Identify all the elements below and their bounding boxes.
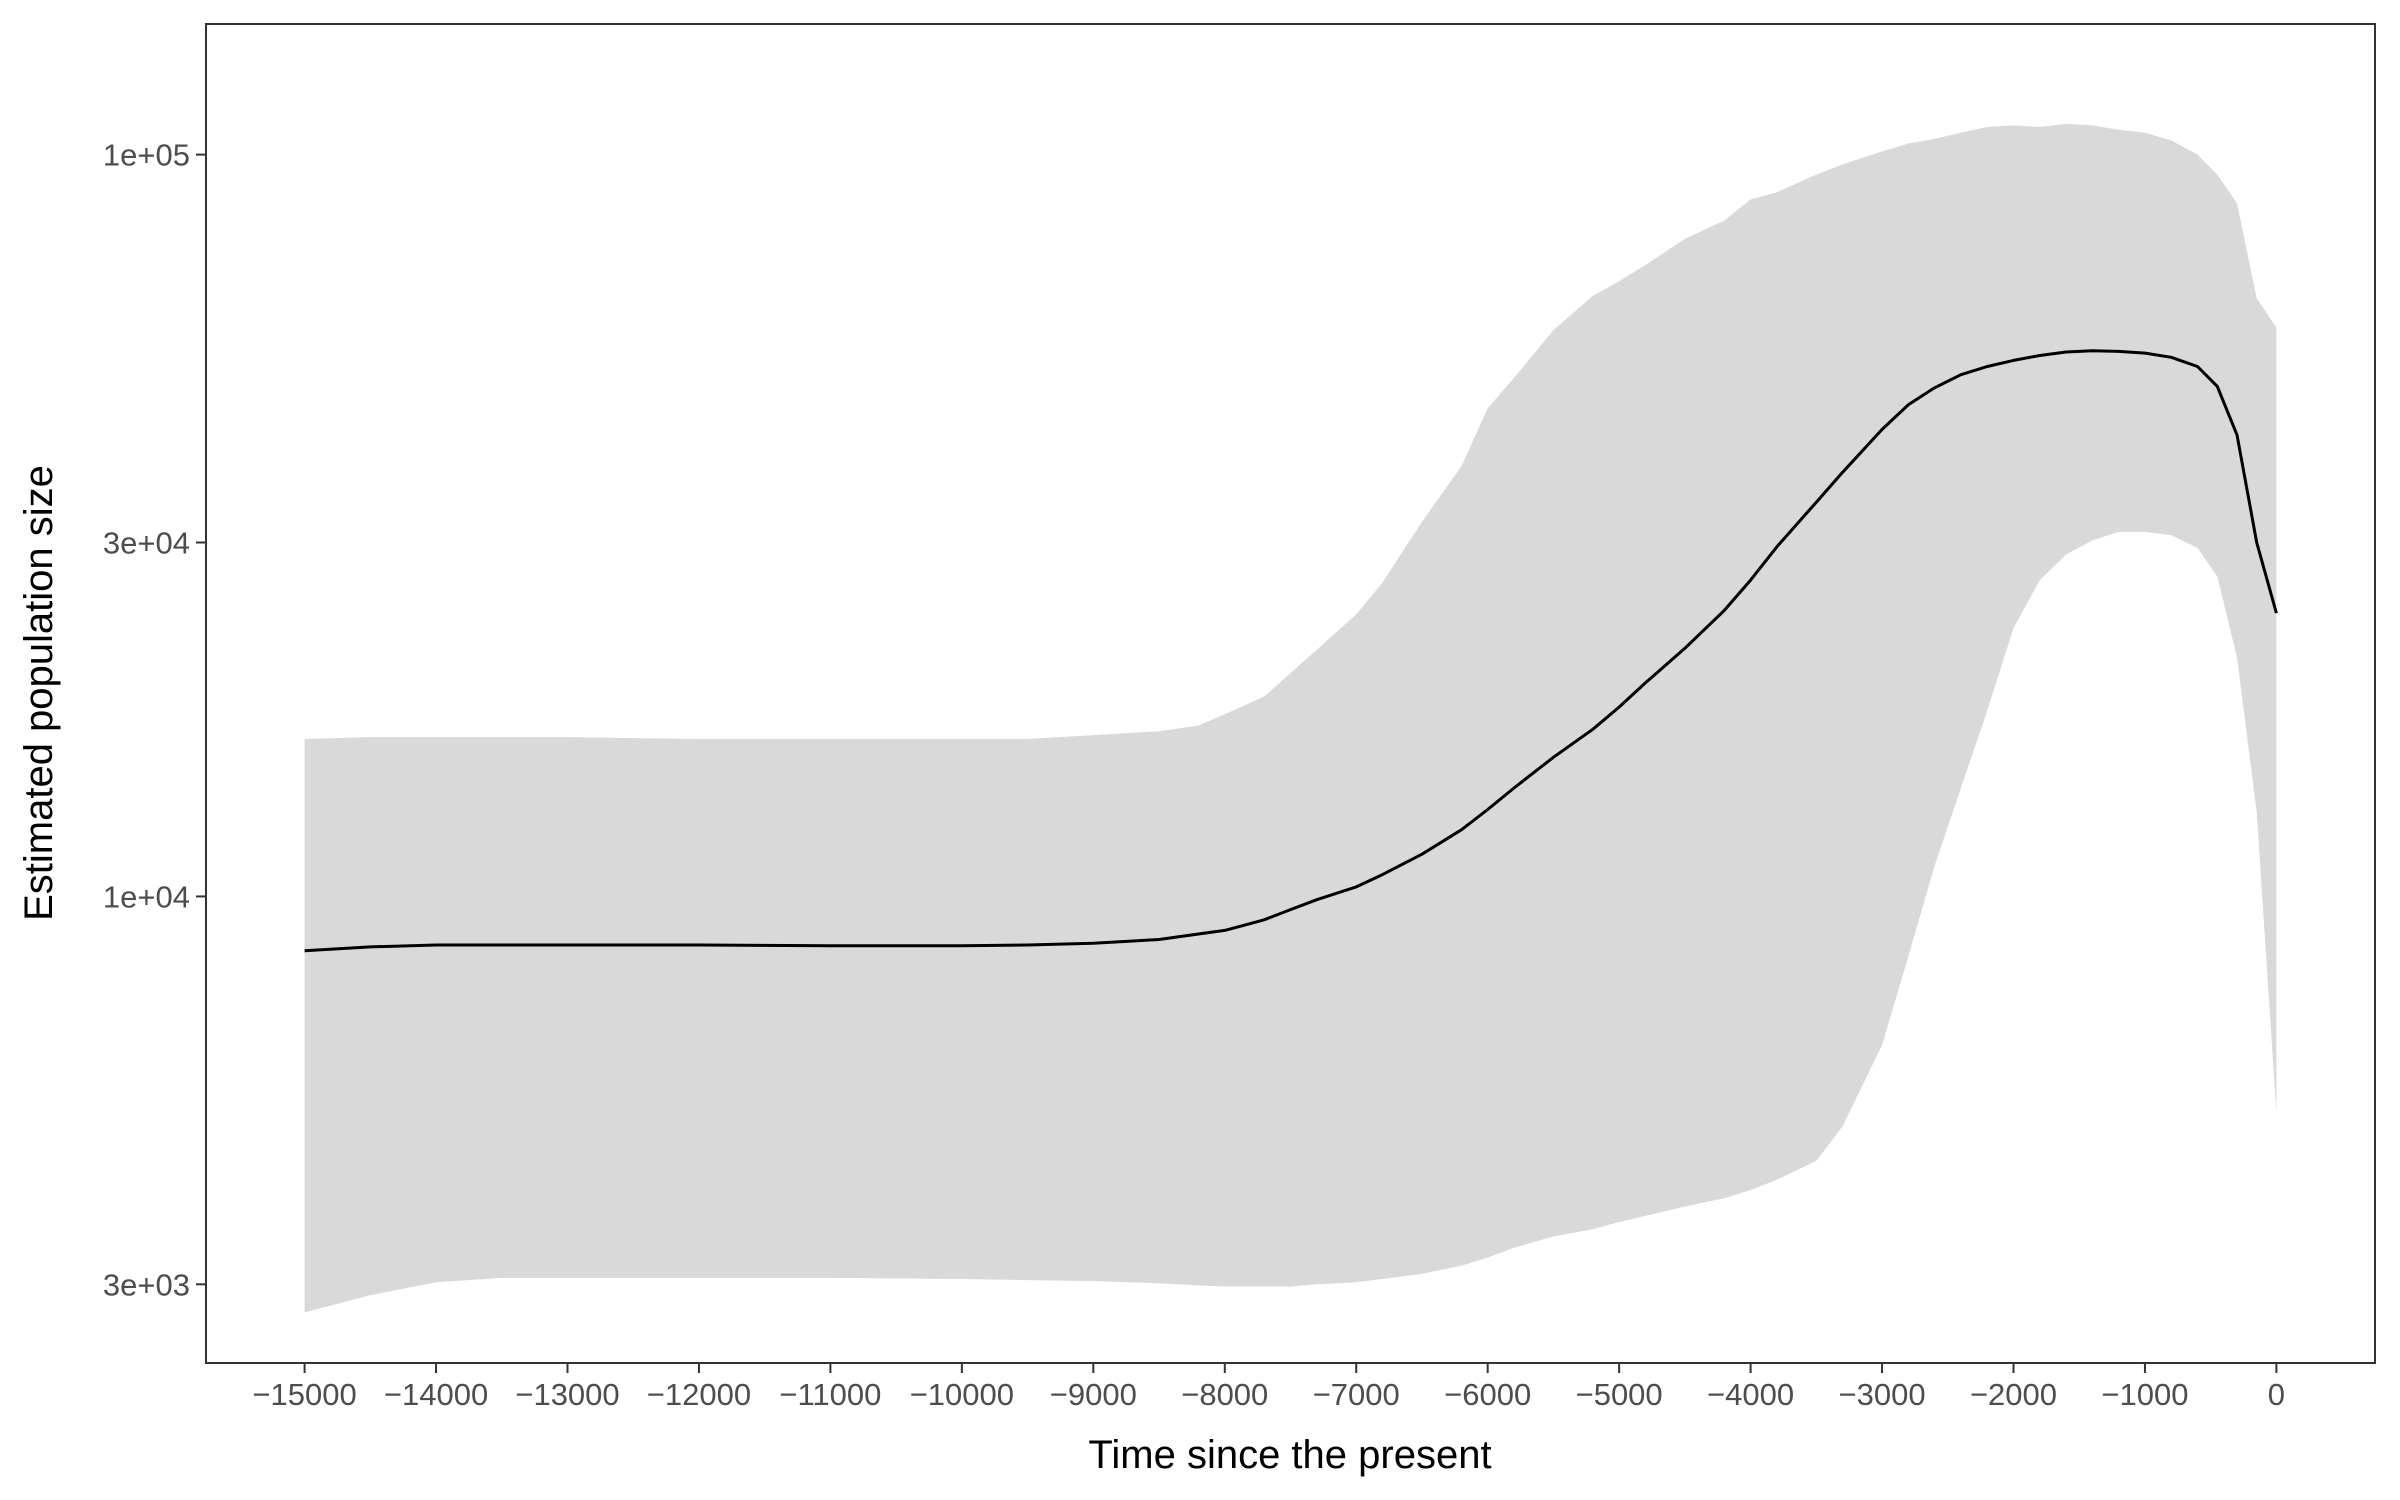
x-tick-label: −12000: [647, 1377, 751, 1412]
y-tick-label: 3e+04: [103, 526, 190, 561]
median-line: [304, 349, 2278, 953]
x-tick-label: −9000: [1050, 1377, 1137, 1412]
x-axis: −15000 −14000 −13000 −12000 −11000 −10000 −900…: [252, 1363, 2285, 1412]
x-tick-label: 0: [2268, 1377, 2285, 1412]
x-tick-label: −15000: [252, 1377, 356, 1412]
y-tick-label: 3e+03: [103, 1267, 190, 1302]
plot-area: [304, 123, 2278, 1313]
x-tick-label: −13000: [515, 1377, 619, 1412]
y-axis-title: Estimated population size: [17, 465, 61, 921]
x-axis-title: Time since the present: [1088, 1433, 1491, 1477]
y-tick-label: 1e+05: [103, 138, 190, 173]
x-tick-label: −3000: [1839, 1377, 1926, 1412]
x-tick-label: −10000: [910, 1377, 1014, 1412]
x-tick-label: −2000: [1970, 1377, 2057, 1412]
x-tick-label: −1000: [2101, 1377, 2188, 1412]
x-tick-label: −6000: [1444, 1377, 1531, 1412]
x-tick-label: −11000: [779, 1377, 881, 1412]
x-tick-label: −14000: [384, 1377, 488, 1412]
x-tick-label: −8000: [1181, 1377, 1268, 1412]
x-tick-label: −5000: [1576, 1377, 1663, 1412]
x-tick-label: −4000: [1707, 1377, 1794, 1412]
y-tick-label: 1e+04: [103, 879, 190, 914]
y-axis: 3e+03 1e+04 3e+04 1e+05: [103, 138, 206, 1302]
x-tick-label: −7000: [1313, 1377, 1400, 1412]
confidence-band: [304, 123, 2277, 1313]
plot-frame: [205, 23, 2376, 1364]
